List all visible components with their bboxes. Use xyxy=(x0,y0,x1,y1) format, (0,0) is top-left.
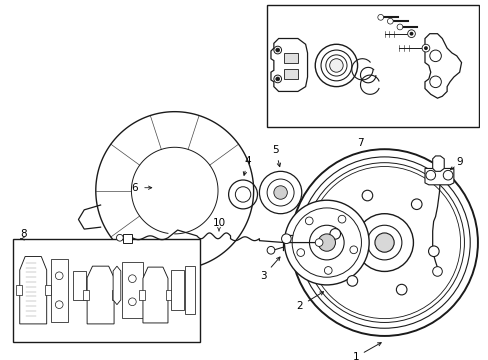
Polygon shape xyxy=(50,259,68,321)
Circle shape xyxy=(432,267,442,276)
Circle shape xyxy=(55,301,63,309)
Polygon shape xyxy=(87,266,114,324)
Text: 4: 4 xyxy=(243,156,251,175)
Circle shape xyxy=(275,77,279,81)
Circle shape xyxy=(305,217,312,225)
Text: 5: 5 xyxy=(272,145,280,167)
Polygon shape xyxy=(170,270,184,310)
Text: 2: 2 xyxy=(296,292,323,311)
Polygon shape xyxy=(16,285,21,295)
Circle shape xyxy=(259,171,301,214)
Circle shape xyxy=(266,179,293,206)
Circle shape xyxy=(396,24,402,30)
Polygon shape xyxy=(270,39,307,91)
Polygon shape xyxy=(166,290,171,300)
Circle shape xyxy=(409,32,412,36)
Circle shape xyxy=(329,59,343,72)
Circle shape xyxy=(349,246,357,254)
Circle shape xyxy=(318,234,335,251)
Circle shape xyxy=(273,75,281,83)
Bar xyxy=(284,69,297,79)
Circle shape xyxy=(266,247,274,254)
Circle shape xyxy=(338,215,345,223)
Text: 8: 8 xyxy=(20,229,27,239)
Text: 6: 6 xyxy=(131,183,137,193)
Polygon shape xyxy=(83,290,89,300)
Circle shape xyxy=(410,199,421,210)
Circle shape xyxy=(346,276,357,286)
Text: 9: 9 xyxy=(455,157,462,167)
Polygon shape xyxy=(185,266,195,314)
Circle shape xyxy=(273,46,281,54)
Circle shape xyxy=(55,272,63,280)
Circle shape xyxy=(429,76,441,87)
Circle shape xyxy=(407,30,414,37)
Circle shape xyxy=(281,234,290,243)
Polygon shape xyxy=(112,290,118,300)
Polygon shape xyxy=(73,271,86,300)
Polygon shape xyxy=(139,290,144,300)
Circle shape xyxy=(425,170,435,180)
Polygon shape xyxy=(113,266,121,305)
Polygon shape xyxy=(122,234,132,243)
Text: 7: 7 xyxy=(356,138,363,148)
Polygon shape xyxy=(432,156,443,171)
Polygon shape xyxy=(424,34,461,98)
Circle shape xyxy=(396,284,406,295)
Polygon shape xyxy=(142,267,168,323)
Circle shape xyxy=(315,239,322,247)
Circle shape xyxy=(421,44,429,52)
Circle shape xyxy=(116,234,123,241)
Bar xyxy=(266,5,478,127)
Text: 1: 1 xyxy=(352,343,381,360)
Text: 10: 10 xyxy=(212,218,225,228)
Circle shape xyxy=(275,48,279,52)
Circle shape xyxy=(235,187,250,202)
Polygon shape xyxy=(122,262,142,318)
Circle shape xyxy=(362,190,372,201)
Circle shape xyxy=(423,46,427,50)
Circle shape xyxy=(429,50,441,62)
Circle shape xyxy=(377,14,383,20)
Polygon shape xyxy=(424,168,453,185)
Circle shape xyxy=(128,275,136,283)
Circle shape xyxy=(324,267,331,274)
Polygon shape xyxy=(45,285,50,295)
Bar xyxy=(13,239,199,342)
Circle shape xyxy=(374,233,393,252)
Circle shape xyxy=(386,18,392,24)
Circle shape xyxy=(273,186,287,199)
Circle shape xyxy=(296,249,304,256)
Circle shape xyxy=(128,298,136,306)
Circle shape xyxy=(284,200,368,285)
Polygon shape xyxy=(20,257,46,324)
Bar xyxy=(284,53,297,63)
Circle shape xyxy=(228,180,257,209)
Text: 3: 3 xyxy=(260,257,280,281)
Circle shape xyxy=(442,170,452,180)
Circle shape xyxy=(329,229,340,239)
Circle shape xyxy=(427,246,438,257)
